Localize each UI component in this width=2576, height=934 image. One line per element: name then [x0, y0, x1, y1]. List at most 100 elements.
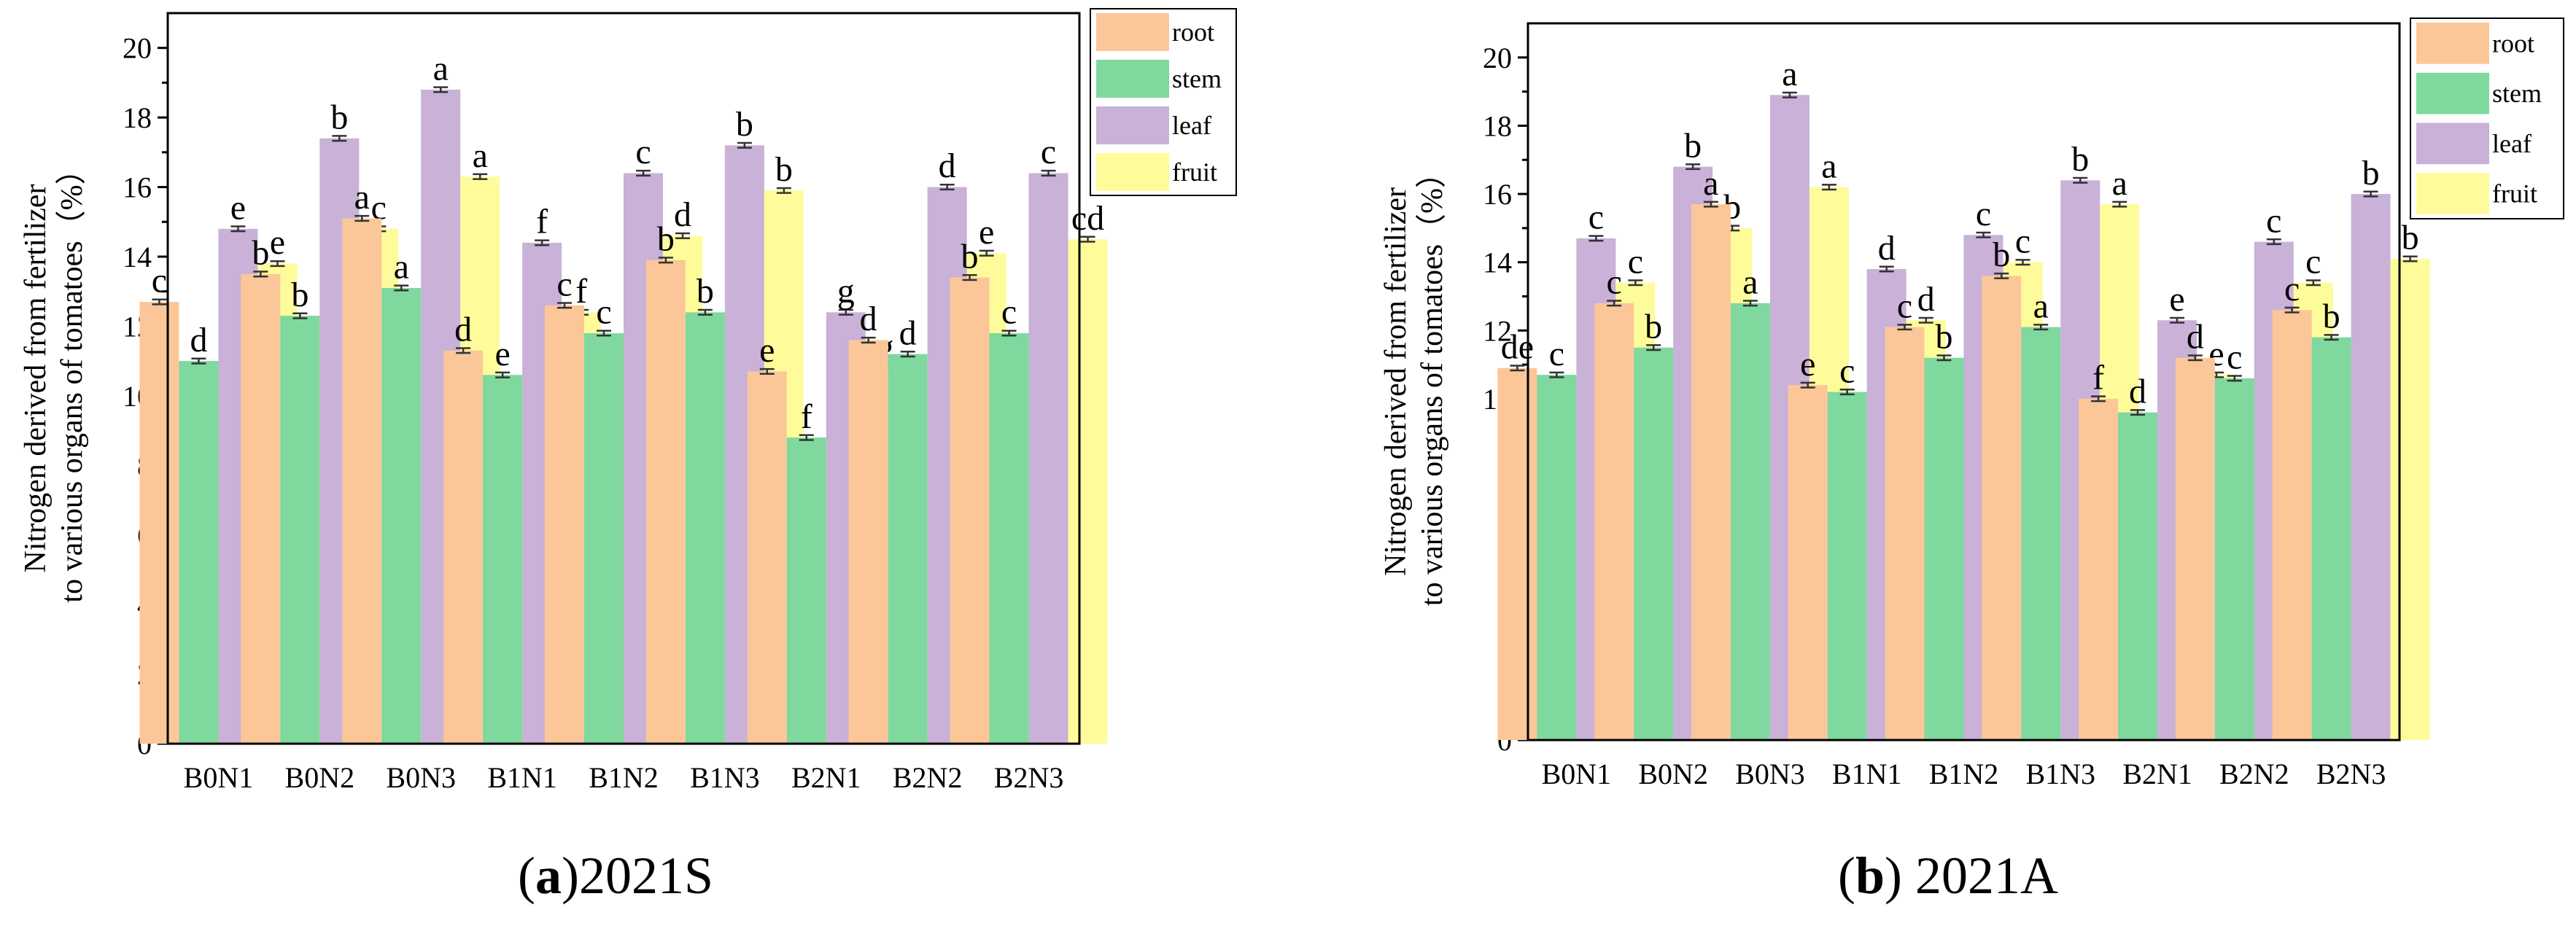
significance-letter: d: [190, 321, 207, 359]
y-tick-label: 20: [1483, 42, 1512, 74]
significance-letter: c: [1588, 198, 1604, 237]
significance-letter: b: [775, 150, 793, 189]
y-tick-label: 12: [1483, 314, 1512, 347]
legend: root stem leaf fruit: [2410, 17, 2564, 219]
legend-swatch-leaf: [2416, 122, 2489, 165]
significance-letter: b: [2071, 140, 2089, 179]
significance-letter: d: [860, 300, 877, 338]
bar-stem-B0N3: [381, 287, 422, 744]
significance-letter: a: [1821, 147, 1836, 185]
bar-leaf-B2N3: [1028, 173, 1068, 744]
bar-stem-B1N1: [1827, 392, 1867, 740]
x-tick-label: B1N1: [1832, 758, 1902, 790]
significance-letter: b: [2362, 154, 2380, 192]
y-axis-label: Nitrogen derived from fertilizer: [19, 184, 53, 573]
bar-root-B1N2: [1885, 327, 1925, 741]
significance-letter: c: [596, 293, 611, 332]
significance-letter: c: [2284, 270, 2300, 308]
significance-letter: a: [433, 50, 449, 88]
bar-stem-B2N1: [2118, 412, 2158, 740]
significance-letter: f: [575, 272, 587, 311]
x-tick-label: B0N2: [1638, 758, 1708, 790]
significance-letter: a: [1782, 55, 1797, 93]
legend: root stem leaf fruit: [1090, 8, 1237, 196]
significance-letter: b: [1936, 317, 1953, 356]
significance-letter: a: [1703, 164, 1718, 203]
significance-letter: b: [961, 237, 979, 276]
x-tick-label: B0N3: [386, 761, 456, 794]
bar-stem-B2N2: [888, 354, 928, 744]
significance-letter: e: [270, 223, 285, 262]
significance-letter: b: [1684, 126, 1702, 165]
significance-letter: b: [736, 105, 753, 144]
legend-label-root: root: [1172, 17, 1214, 47]
bar-stem-B1N2: [584, 332, 624, 744]
panel-caption-text: 2021S: [579, 847, 713, 905]
bar-stem-B2N3: [2311, 337, 2351, 741]
chart-panel-a: 02468101214161820cdeeB0N1bbbcB0N2aaaaB0N…: [19, 8, 1237, 905]
significance-letter: c: [1607, 263, 1622, 302]
y-tick-label: 18: [123, 101, 152, 134]
bar-root-B0N2: [1594, 303, 1634, 740]
bar-stem-B1N3: [2021, 327, 2061, 741]
bar-stem-B1N1: [483, 375, 523, 744]
bar-stem-B2N1: [786, 437, 826, 744]
legend-label-root: root: [2492, 28, 2534, 58]
significance-letter: c: [1549, 335, 1564, 373]
significance-letter: d: [1917, 280, 1935, 319]
panel-caption: (b) 2021A: [1838, 847, 2058, 905]
x-tick-label: B2N1: [791, 761, 861, 794]
significance-letter: c: [2015, 222, 2030, 260]
bar-fruit-B2N3: [2390, 258, 2430, 740]
significance-letter: a: [2112, 164, 2127, 203]
significance-letter: a: [2033, 287, 2049, 325]
significance-letter: c: [1041, 133, 1056, 171]
bar-root-B1N1: [1788, 385, 1828, 740]
significance-letter: c: [1001, 293, 1017, 332]
panel-id: b: [1855, 847, 1885, 905]
significance-letter: c: [556, 265, 572, 303]
significance-letter: a: [394, 248, 409, 287]
significance-letter: c: [635, 133, 651, 171]
significance-letter: a: [1742, 263, 1758, 302]
significance-letter: c: [1628, 242, 1643, 281]
x-tick-label: B0N3: [1735, 758, 1805, 790]
x-tick-label: B2N3: [2316, 758, 2386, 790]
significance-letter: c: [371, 188, 387, 227]
plot-frame: [166, 12, 1081, 745]
legend-label-stem: stem: [1172, 64, 1222, 93]
significance-letter: c: [1839, 351, 1855, 390]
x-tick-label: B2N1: [2122, 758, 2192, 790]
legend-label-stem: stem: [2492, 79, 2542, 108]
significance-letter: b: [2323, 297, 2340, 335]
panel-caption-text: 2021A: [1902, 847, 2058, 905]
legend-label-leaf: leaf: [1172, 111, 1211, 140]
y-tick-label: 18: [1483, 109, 1512, 142]
legend-swatch-fruit: [1096, 153, 1169, 191]
y-tick-label: 20: [123, 32, 152, 65]
x-tick-label: B1N2: [589, 761, 659, 794]
significance-letter: g: [837, 272, 855, 311]
y-tick-label: 14: [1483, 246, 1512, 279]
bar-stem-B1N2: [1924, 357, 1964, 740]
bar-stem-B0N3: [1730, 303, 1770, 740]
x-tick-label: B2N2: [893, 761, 963, 794]
bar-root-B1N3: [645, 260, 686, 744]
legend-label-leaf: leaf: [2492, 129, 2532, 158]
significance-letter: f: [801, 397, 812, 436]
significance-letter: e: [2169, 280, 2184, 319]
significance-letter: b: [252, 234, 269, 273]
significance-letter: e: [1800, 345, 1815, 384]
bar-stem-B0N2: [280, 316, 320, 744]
bar-root-B1N2: [545, 305, 584, 744]
bar-stem-B0N1: [1537, 375, 1577, 740]
bar-root-B0N1: [139, 302, 179, 744]
legend-swatch-leaf: [1096, 106, 1169, 144]
significance-letter: b: [657, 219, 675, 258]
significance-letter: b: [697, 272, 714, 311]
significance-letter: c: [1976, 195, 1991, 233]
significance-letter: c: [2305, 242, 2321, 281]
significance-letter: e: [979, 213, 994, 252]
significance-letter: d: [899, 314, 917, 352]
significance-letter: e: [230, 188, 246, 227]
